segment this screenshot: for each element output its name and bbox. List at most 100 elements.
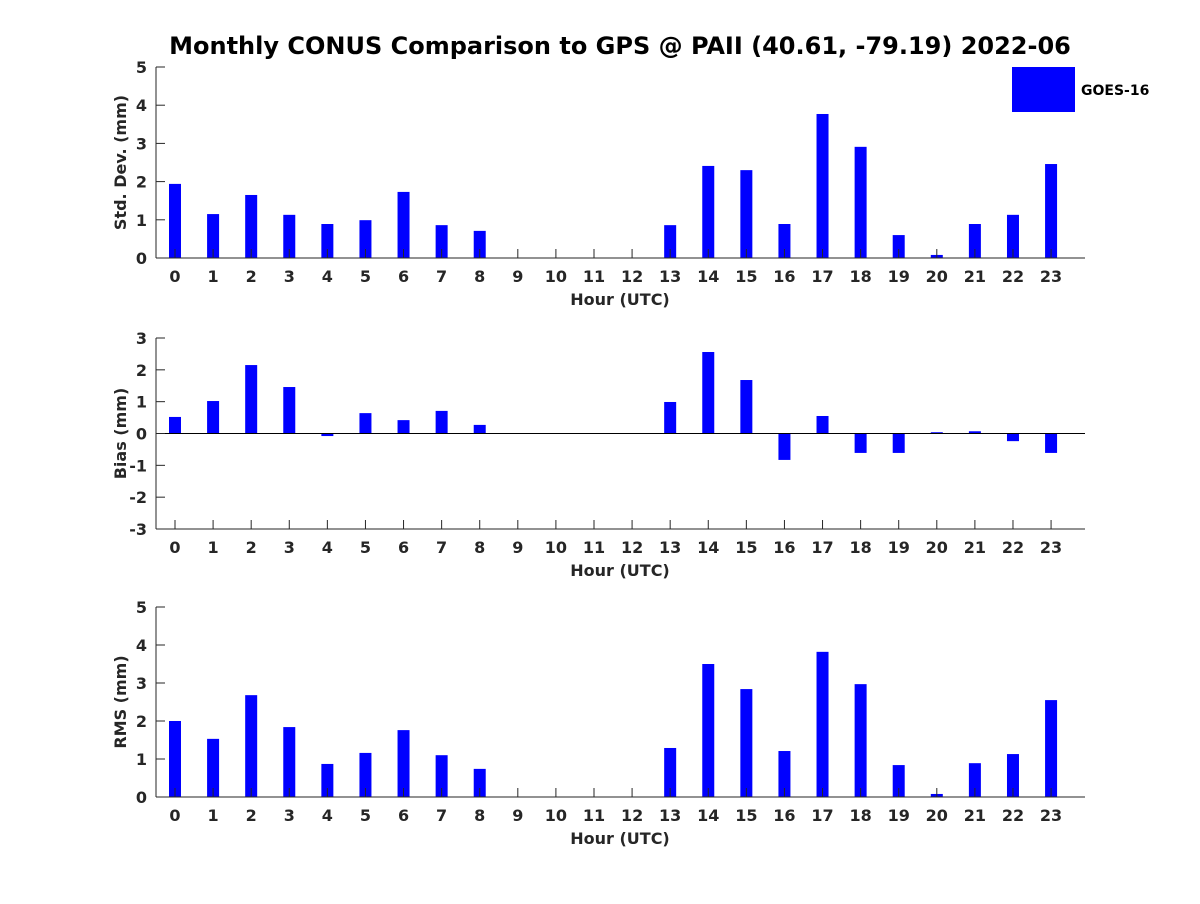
bar-hour-14 [702,352,715,434]
x-tick-label: 13 [659,806,681,825]
bar-hour-23 [1045,700,1058,797]
y-tick-label: 5 [136,598,147,617]
x-tick-label: 3 [284,538,295,557]
bar-hour-7 [435,755,448,797]
bar-hour-15 [740,170,753,258]
x-tick-label: 4 [322,538,333,557]
x-tick-label: 20 [926,806,948,825]
x-tick-label: 19 [888,806,910,825]
x-tick-label: 9 [512,267,523,286]
x-tick-label: 17 [811,806,833,825]
x-tick-label: 23 [1040,538,1062,557]
x-tick-label: 7 [436,806,447,825]
bar-hour-0 [169,721,181,797]
x-tick-label: 12 [621,538,643,557]
x-tick-label: 21 [964,538,986,557]
y-tick-label: 1 [136,393,147,412]
x-axis-label: Hour (UTC) [570,290,670,309]
x-tick-label: 10 [545,806,567,825]
y-tick-label: 3 [136,329,147,348]
x-tick-label: 6 [398,806,409,825]
bar-hour-0 [169,183,181,258]
y-tick-label: 1 [136,750,147,769]
bar-hour-7 [435,410,448,434]
x-tick-label: 6 [398,267,409,286]
bar-hour-14 [702,664,715,797]
bar-hour-14 [702,165,715,258]
x-tick-label: 11 [583,267,605,286]
bar-hour-1 [207,738,220,797]
x-tick-label: 23 [1040,806,1062,825]
x-tick-label: 0 [169,267,180,286]
bar-hour-22 [1006,214,1019,258]
bar-hour-2 [245,695,258,797]
x-tick-label: 9 [512,806,523,825]
bar-hour-4 [321,224,334,258]
x-tick-label: 16 [773,806,795,825]
x-tick-label: 14 [697,538,719,557]
x-tick-label: 18 [849,267,871,286]
x-tick-label: 22 [1002,806,1024,825]
x-tick-label: 6 [398,538,409,557]
y-axis-label: RMS (mm) [111,655,130,748]
x-tick-label: 16 [773,538,795,557]
bar-hour-1 [207,214,220,258]
y-tick-label: 3 [136,674,147,693]
x-tick-label: 18 [849,538,871,557]
y-tick-label: 2 [136,361,147,380]
bar-hour-17 [816,415,829,434]
legend: GOES-16 [1012,67,1149,112]
bar-hour-21 [968,763,981,797]
x-tick-label: 19 [888,538,910,557]
bar-hour-18 [854,146,867,258]
y-tick-label: 4 [136,96,147,115]
bar-hour-19 [892,235,905,258]
x-tick-label: 1 [208,267,219,286]
x-tick-label: 1 [208,806,219,825]
bar-hour-17 [816,113,829,259]
panel-1: 0 1 2 3 4 5 6 7 8 9 10 11 12 13 14 15 16 17 18 19 20 21 22 2301… [111,58,1085,309]
x-tick-label: 8 [474,267,485,286]
x-tick-label: 2 [246,267,257,286]
bar-hour-21 [968,431,981,434]
bar-hour-13 [664,747,677,797]
x-tick-label: 13 [659,267,681,286]
legend-swatch [1012,67,1075,112]
bar-hour-7 [435,225,448,258]
y-tick-label: -1 [129,456,147,475]
x-tick-label: 3 [284,806,295,825]
bar-hour-22 [1006,433,1019,442]
legend-label: GOES-16 [1081,83,1149,99]
bar-hour-15 [740,689,753,797]
y-tick-label: 4 [136,636,147,655]
x-tick-label: 21 [964,806,986,825]
bar-hour-18 [854,684,867,797]
bar-hour-3 [283,214,296,258]
x-tick-label: 0 [169,806,180,825]
x-tick-label: 7 [436,538,447,557]
x-tick-label: 14 [697,267,719,286]
y-axis-label: Bias (mm) [111,388,130,480]
bar-hour-6 [397,191,410,258]
bar-hour-8 [473,768,486,797]
bar-hour-18 [854,433,867,453]
x-tick-label: 15 [735,806,757,825]
bar-hour-2 [245,194,258,258]
x-tick-label: 15 [735,538,757,557]
bar-hour-4 [321,433,334,437]
bar-hour-8 [473,424,486,434]
x-tick-label: 4 [322,806,333,825]
bar-hour-16 [778,433,791,460]
x-tick-label: 17 [811,267,833,286]
x-tick-label: 18 [849,806,871,825]
x-tick-label: 3 [284,267,295,286]
x-tick-label: 15 [735,267,757,286]
x-tick-label: 17 [811,538,833,557]
y-tick-label: -3 [129,520,147,539]
bar-hour-6 [397,420,410,434]
x-tick-label: 12 [621,806,643,825]
bar-hour-13 [664,225,677,258]
x-tick-label: 14 [697,806,719,825]
bar-hour-4 [321,763,334,797]
x-tick-label: 16 [773,267,795,286]
